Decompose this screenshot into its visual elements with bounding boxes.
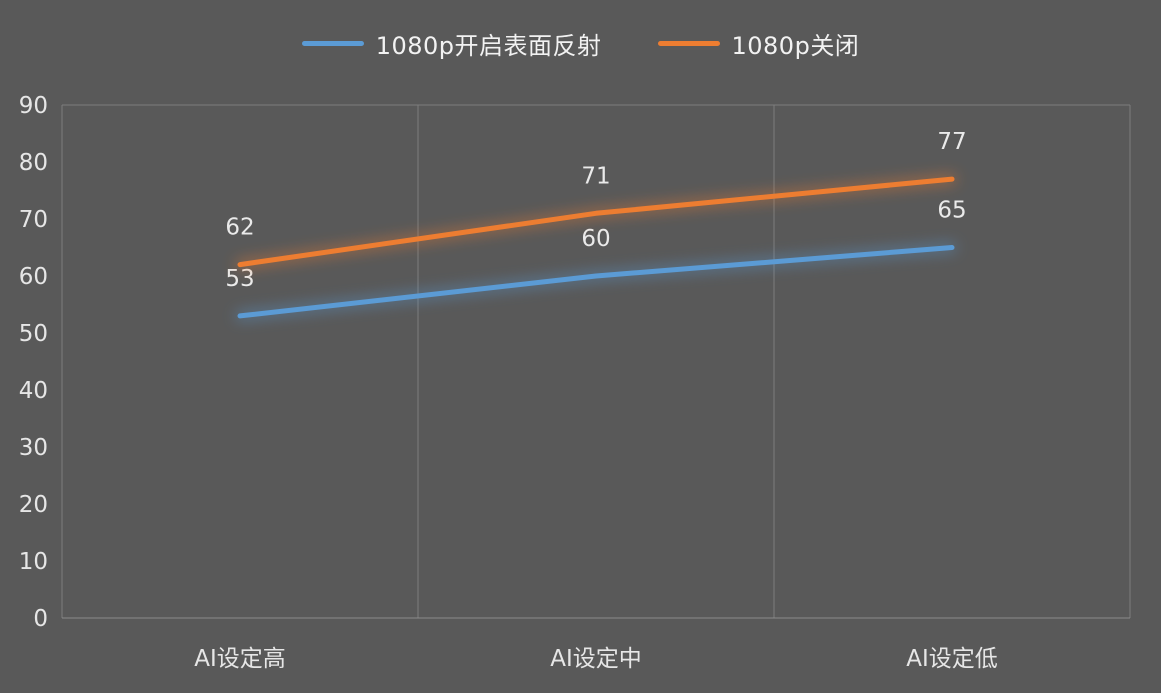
series-line	[237, 245, 955, 319]
x-axis-category-labels: AI设定高 AI设定中 AI设定低	[194, 646, 998, 672]
y-tick-label: 70	[19, 207, 48, 233]
data-label: 65	[937, 198, 966, 224]
legend-label-orange: 1080p关闭	[731, 32, 860, 60]
gridlines	[61, 104, 1131, 618]
y-tick-label: 10	[19, 549, 48, 575]
data-label: 53	[225, 266, 254, 292]
x-category-label: AI设定高	[194, 646, 286, 672]
y-tick-label: 90	[19, 93, 48, 119]
y-tick-label: 50	[19, 321, 48, 347]
data-label: 62	[225, 215, 254, 241]
series-line	[237, 176, 955, 268]
y-tick-label: 30	[19, 435, 48, 461]
legend-line-swatch-blue	[301, 41, 364, 46]
legend-item-series-blue: 1080p开启表面反射	[301, 26, 602, 61]
x-category-label: AI设定中	[550, 646, 642, 672]
legend-label-blue: 1080p开启表面反射	[375, 32, 602, 60]
y-tick-label: 20	[19, 492, 48, 518]
chart-legend: 1080p开启表面反射 1080p关闭	[0, 26, 1161, 61]
series-data-labels: 53 60 65	[225, 198, 966, 292]
y-tick-label: 40	[19, 378, 48, 404]
data-label: 77	[937, 129, 966, 155]
series-data-labels: 62 71 77	[225, 129, 966, 241]
y-tick-label: 80	[19, 150, 48, 176]
legend-line-swatch-orange	[657, 41, 720, 46]
y-tick-label: 0	[33, 606, 48, 632]
legend-item-series-orange: 1080p关闭	[657, 26, 860, 61]
x-category-label: AI设定低	[906, 646, 998, 672]
y-tick-label: 60	[19, 264, 48, 290]
y-axis-tick-labels: 0 10 20 30 40 50 60 70 80 90	[19, 93, 48, 632]
data-label: 71	[581, 163, 610, 189]
data-label: 60	[581, 226, 610, 252]
